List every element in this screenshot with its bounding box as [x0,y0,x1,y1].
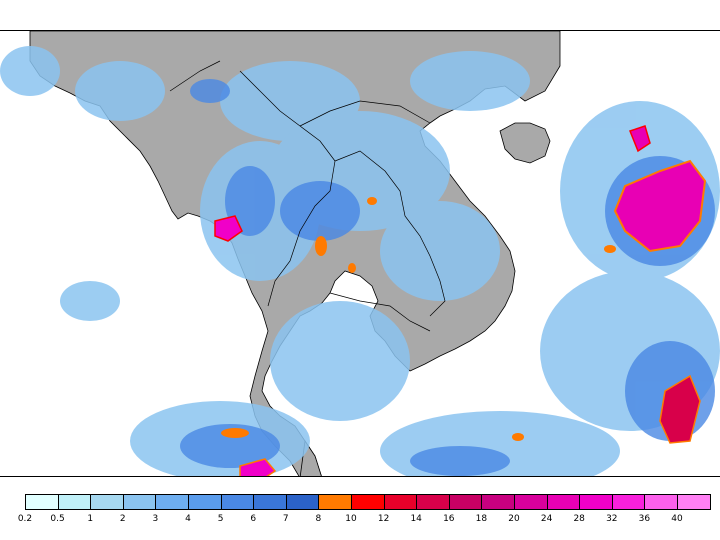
colorbar-tick-label: 28 [573,514,585,524]
colorbar-swatch [514,495,548,509]
precip-heavy [214,125,707,476]
colorbar-tick-label: 40 [671,514,683,524]
map-canvas [0,31,720,476]
colorbar-tick-label: 5 [217,514,224,524]
colorbar-tick-label: 0.2 [17,514,33,524]
colorbar-tick-label: 16 [443,514,455,524]
colorbar-swatch [417,495,450,509]
colorbar-tick-label: 7 [282,514,289,524]
colorbar-tick-label: 12 [377,514,390,524]
colorbar-tick-label: 18 [475,514,488,524]
colorbar-tick-label: 6 [250,514,257,524]
colorbar-swatch [547,495,581,509]
colorbar-swatch [449,495,483,509]
colorbar-swatch [221,495,255,509]
colorbar-swatch [351,495,385,509]
colorbar-swatch [91,495,124,509]
colorbar-tick-label: 1 [87,514,94,524]
colorbar-labels: 0.2 0.5 1 2 3 4 5 6 7 8 10 12 14 16 18 20 24 28 32 36 40 [0,514,720,528]
colorbar-swatch [677,495,711,509]
colorbar-swatch [319,495,352,509]
colorbar-swatches [25,494,712,510]
hainan-island [499,122,551,164]
colorbar-tick-label: 20 [508,514,520,524]
colorbar-swatch [188,495,222,509]
colorbar-swatch [26,495,59,509]
colorbar-tick-label: 4 [185,514,191,524]
colorbar-swatch [482,495,515,509]
precipitation-map [0,30,720,477]
colorbar-tick-label: 36 [638,514,651,524]
colorbar-tick-label: 8 [315,514,322,524]
colorbar-tick-label: 32 [606,514,618,524]
country-borders [169,60,446,332]
colorbar-tick-label: 3 [152,514,159,524]
colorbar-swatch [645,495,678,509]
colorbar-swatch [384,495,418,509]
colorbar-tick-label: 24 [540,514,553,524]
colorbar-swatch [254,495,287,509]
colorbar-swatch [286,495,320,509]
colorbar-swatch [612,495,646,509]
colorbar-legend: 0.2 0.5 1 2 3 4 5 6 7 8 10 12 14 16 18 20 24 28 32 36 40 [0,490,720,540]
colorbar-tick-label: 0.5 [50,514,65,524]
colorbar-tick-label: 2 [119,514,126,524]
colorbar-tick-label: 14 [410,514,422,524]
colorbar-swatch [580,495,613,509]
colorbar-swatch [123,495,157,509]
colorbar-tick-label: 10 [345,514,357,524]
colorbar-swatch [156,495,189,509]
colorbar-swatch [58,495,92,509]
